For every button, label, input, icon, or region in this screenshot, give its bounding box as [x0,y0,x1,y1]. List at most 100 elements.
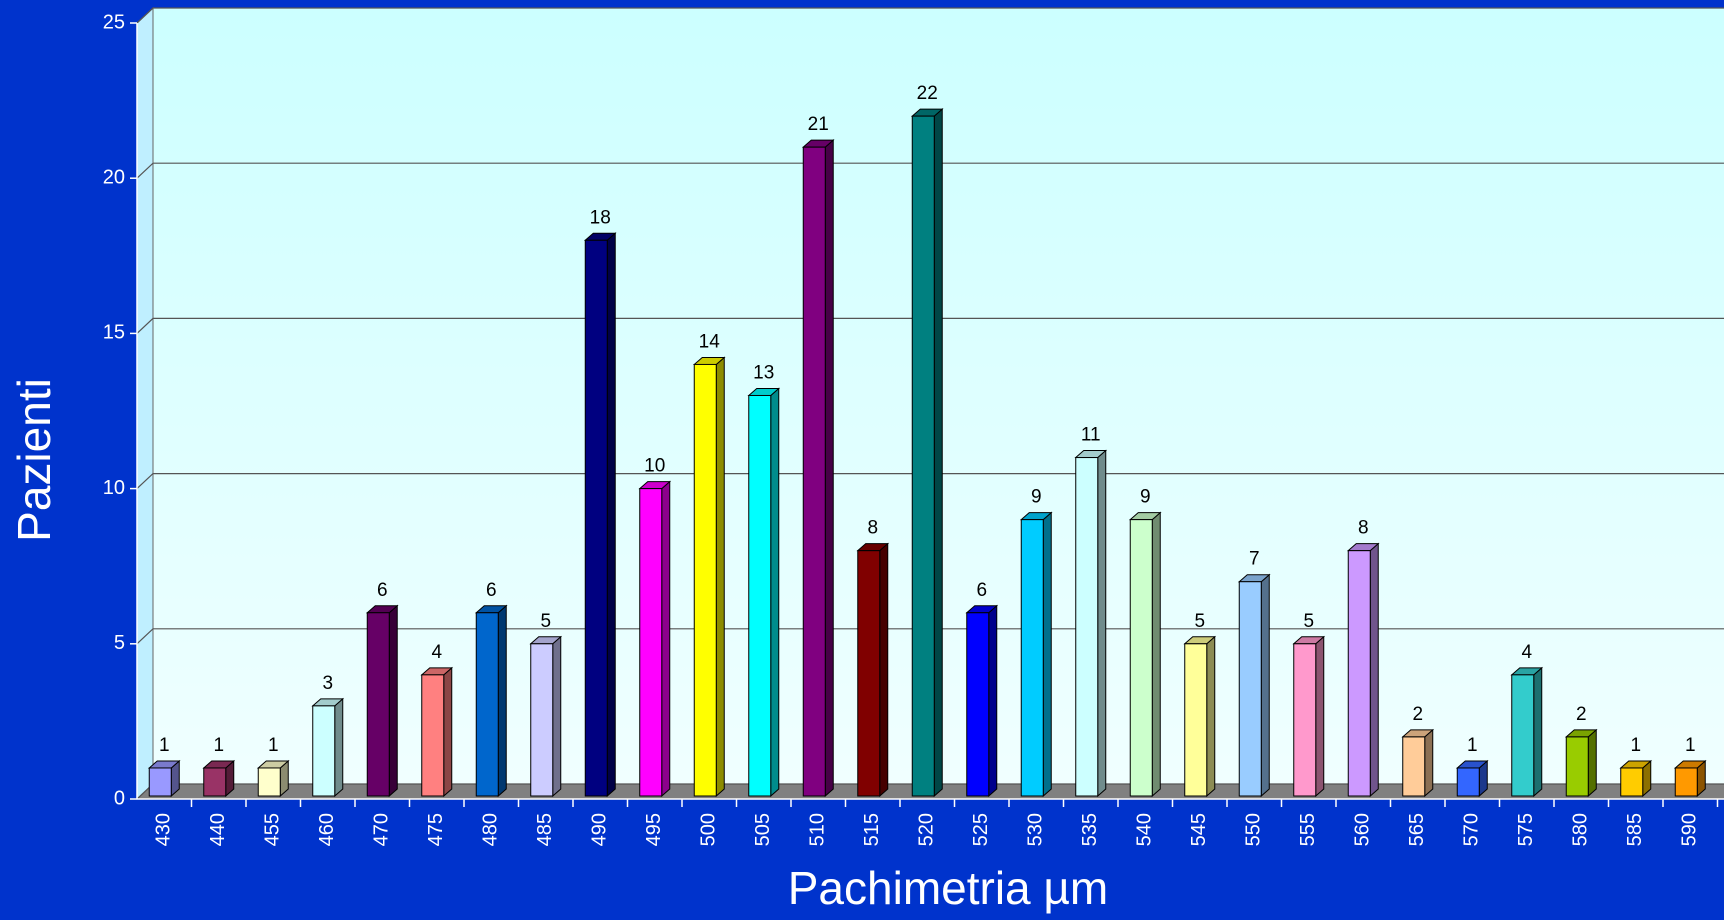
x-tick-label: 500 [698,813,720,846]
bar-group [965,604,999,798]
bar-group [856,542,890,798]
bar [1674,767,1698,797]
bar-group [1401,728,1435,798]
bar [693,363,717,797]
y-tick-label: 0 [114,787,125,809]
bar-group [420,666,454,798]
bar [1511,674,1535,797]
data-label: 9 [1140,487,1151,508]
bar [1238,581,1262,797]
bar [1020,519,1044,797]
bar-side [879,542,889,798]
bar-side [1151,511,1161,798]
bar-group [1237,573,1271,798]
x-tick-label: 565 [1406,813,1428,846]
bar [911,115,935,797]
x-tick-label: 480 [480,813,502,846]
bar-side [770,387,780,798]
bar-group [1128,511,1162,798]
bar [857,550,881,797]
grid-line [136,7,1724,24]
data-label: 8 [867,518,878,539]
data-label: 1 [268,735,279,756]
bar-side [1424,728,1434,798]
bar [1456,767,1480,797]
bar-side [1587,728,1597,798]
bar [748,394,772,797]
data-label: 8 [1358,518,1369,539]
y-tick-label: 10 [103,477,125,499]
data-label: 18 [590,207,611,228]
side-wall [136,6,154,801]
bar [1347,550,1371,797]
x-tick-label: 550 [1243,813,1265,846]
bar [802,146,826,797]
bar [475,612,499,797]
data-label: 1 [1630,735,1641,756]
bar-group [365,604,399,798]
bar-group [747,387,781,798]
data-label: 6 [486,580,497,601]
x-tick-label: 525 [970,813,992,846]
x-tick-label: 455 [262,813,284,846]
x-tick-label: 560 [1352,813,1374,846]
bar-side [388,604,398,798]
grid-line [136,317,1724,334]
bar-side [443,666,453,798]
bar [1075,457,1099,797]
bar [1184,643,1208,797]
bar-side [1097,449,1107,798]
x-tick-label: 570 [1461,813,1483,846]
data-label: 7 [1249,549,1260,570]
data-label: 6 [976,580,987,601]
bar-group [1019,511,1053,798]
data-label: 9 [1031,487,1042,508]
bar-group [202,759,236,798]
grid-line [136,162,1724,179]
x-tick-label: 540 [1134,813,1156,846]
x-tick-label: 510 [807,813,829,846]
bar-side [606,232,616,798]
data-label: 2 [1412,704,1423,725]
bar-group [910,108,944,798]
bar-group [583,232,617,798]
bar-side [1315,635,1325,798]
bar-side [988,604,998,798]
x-tick-label: 470 [371,813,393,846]
bar-side [661,480,671,798]
bar-group [1673,759,1707,798]
x-tick-label: 545 [1188,813,1210,846]
bar [1565,736,1589,797]
data-label: 1 [1467,735,1478,756]
data-label: 1 [213,735,224,756]
x-tick-label: 485 [534,813,556,846]
bar-side [552,635,562,798]
bar-group [692,356,726,798]
x-tick-label: 580 [1570,813,1592,846]
bar-group [474,604,508,798]
bar-group [311,697,345,798]
data-label: 4 [1521,642,1532,663]
bar-group [1510,666,1544,798]
data-label: 4 [431,642,442,663]
bar [1293,643,1317,797]
bar [530,643,554,797]
y-tick-label: 25 [103,11,125,33]
y-axis-title: Pazienti [8,378,60,542]
x-tick-label: 520 [916,813,938,846]
bar [203,767,227,797]
x-tick-label: 530 [1025,813,1047,846]
x-tick-label: 430 [153,813,175,846]
bar-group [1074,449,1108,798]
bar [366,612,390,797]
x-tick-label: 440 [207,813,229,846]
bar-group [1564,728,1598,798]
bar-group [1619,759,1653,798]
grid-line [136,628,1724,645]
x-tick-label: 555 [1297,813,1319,846]
bar [257,767,281,797]
data-label: 5 [1303,611,1314,632]
data-label: 5 [1194,611,1205,632]
bar-group [1183,635,1217,798]
